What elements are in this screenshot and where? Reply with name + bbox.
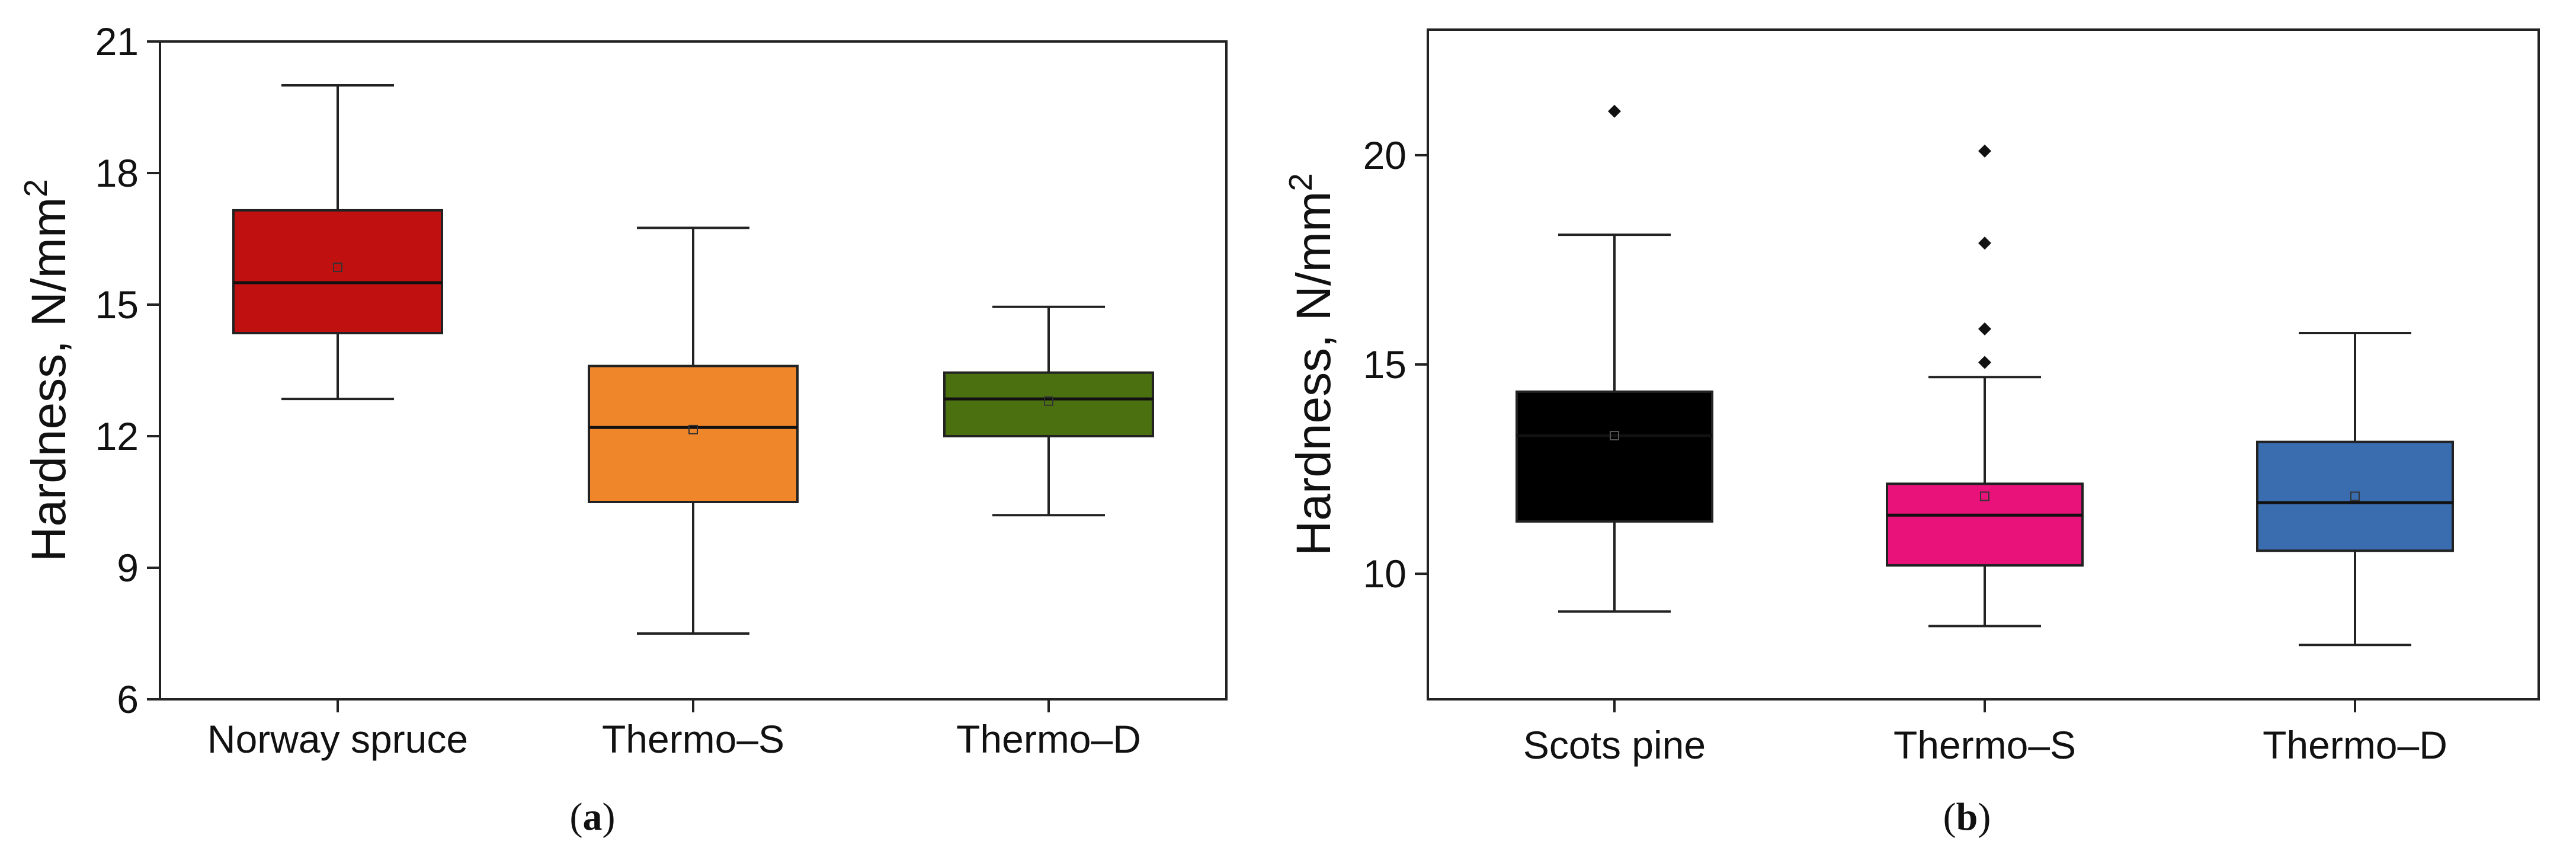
y-tick-label: 20 — [1363, 133, 1406, 177]
x-category-label: Thermo–D — [956, 717, 1141, 761]
panel-label: (a) — [570, 795, 616, 839]
iqr-box — [943, 371, 1154, 438]
mean-marker — [688, 424, 698, 434]
y-tick-label: 21 — [95, 20, 139, 63]
chart-panel-b: 10 15 20 Hardness, N/mm2 Scots pine Thermo–S T… — [1282, 28, 2540, 839]
y-tick-label: 15 — [95, 283, 139, 327]
mean-marker — [333, 263, 342, 273]
x-category-label: Thermo–S — [1893, 723, 2076, 767]
box-plot-1 — [1516, 104, 1713, 613]
y-tick-label: 18 — [95, 151, 139, 195]
mean-marker — [2350, 491, 2360, 501]
x-category-label: Norway spruce — [207, 717, 468, 761]
box-plot-3 — [943, 305, 1154, 517]
y-axis-title: Hardness, N/mm2 — [1282, 173, 1341, 556]
y-tick-label: 9 — [117, 546, 139, 590]
y-tick-label: 6 — [117, 677, 139, 721]
box-plot-3 — [2256, 332, 2454, 647]
y-tick-label: 10 — [1363, 552, 1406, 596]
mean-marker — [1610, 431, 1619, 441]
x-category-label: Scots pine — [1523, 723, 1706, 767]
mean-marker — [1980, 491, 1989, 501]
outlier-point — [1978, 356, 1991, 369]
box-plot-2 — [588, 226, 799, 635]
outlier-point — [1608, 104, 1621, 118]
x-category-label: Thermo–S — [602, 717, 784, 761]
outlier-point — [1978, 322, 1991, 335]
y-axis-title: Hardness, N/mm2 — [17, 179, 76, 562]
iqr-box — [1886, 482, 2084, 567]
mean-marker — [1044, 396, 1053, 406]
box-plot-2 — [1886, 144, 2084, 628]
y-tick-label: 15 — [1363, 343, 1406, 386]
y-tick-label: 12 — [95, 414, 139, 458]
x-category-label: Thermo–D — [2263, 723, 2447, 767]
panel-label: (b) — [1943, 795, 1991, 839]
iqr-box — [1516, 390, 1713, 523]
chart-panel-a: 6 9 12 15 18 21 Hardness, N/mm2 Norway spruce Th… — [17, 20, 1228, 839]
outlier-point — [1978, 144, 1991, 158]
iqr-box — [2256, 440, 2454, 552]
outlier-point — [1978, 236, 1991, 250]
box-plot-1 — [232, 84, 443, 401]
